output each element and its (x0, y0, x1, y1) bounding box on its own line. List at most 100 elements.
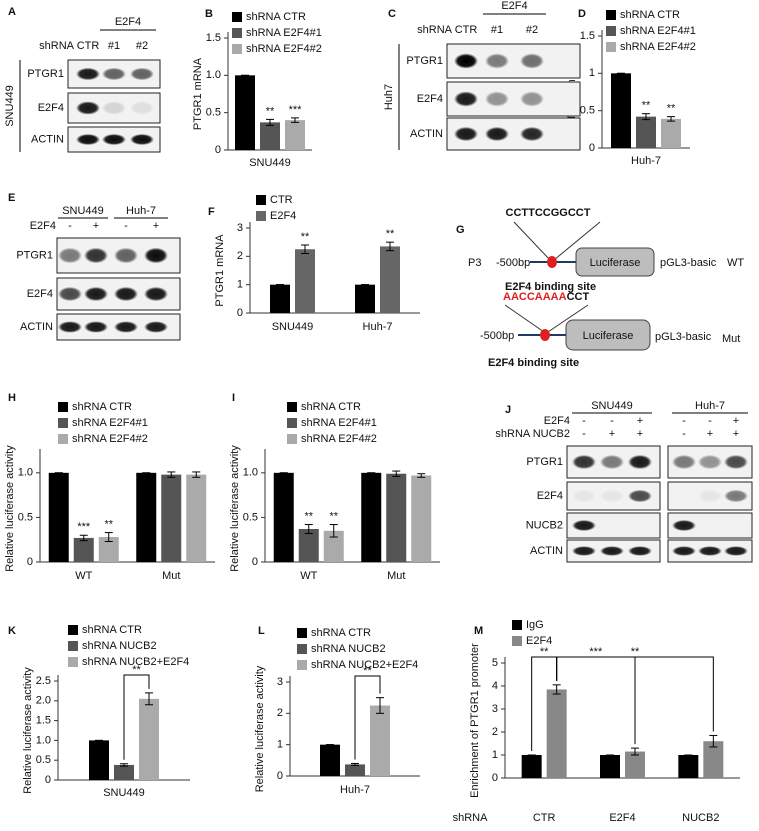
error-bar (79, 534, 88, 542)
significance: ** (631, 646, 640, 658)
legend-swatch (232, 12, 242, 22)
x-axis-label: Huh-7 (631, 155, 661, 167)
band (600, 454, 624, 470)
sign-row-label: E2F4 (544, 415, 570, 427)
bar (361, 472, 382, 562)
bar (386, 473, 407, 562)
band (672, 454, 696, 470)
row-label: ACTIN (20, 321, 53, 333)
y-axis-label: Relative luciferase activity (22, 667, 34, 794)
significance: ** (386, 228, 395, 240)
band (485, 126, 509, 142)
y-tick-label: 0 (237, 307, 243, 319)
y-tick-label: 0 (27, 556, 33, 568)
legend-label: shRNA E2F4#2 (301, 433, 377, 445)
lane-label: #1 (491, 24, 503, 36)
sign: - (124, 220, 128, 232)
band (520, 91, 544, 107)
bar (546, 689, 567, 778)
legend-swatch (58, 434, 68, 444)
error-bar (266, 118, 274, 126)
band (58, 247, 82, 264)
y-axis-label: PTGR1 mRNA (214, 234, 226, 307)
significance: *** (589, 646, 603, 658)
legend-label: E2F4 (526, 635, 552, 647)
panel-letter: K (8, 625, 16, 637)
error-bar (667, 116, 675, 122)
error-bar (104, 532, 113, 542)
bar (161, 474, 182, 562)
band (76, 133, 100, 146)
x-axis-label: SNU449 (103, 787, 145, 799)
legend-label: shRNA E2F4#2 (620, 41, 696, 53)
x-axis-label: shRNA (453, 812, 489, 824)
y-tick-label: 0 (277, 770, 283, 782)
band (114, 286, 138, 302)
sign: + (609, 428, 615, 440)
legend-label: IgG (526, 619, 544, 631)
gene: Luciferase (590, 257, 641, 269)
significance: *** (289, 104, 303, 116)
cell-label: Huh7 (383, 84, 395, 110)
sign: - (582, 428, 586, 440)
bar (273, 472, 294, 562)
header: shRNA (417, 24, 453, 36)
significance: ** (540, 646, 549, 658)
group-label: E2F4 (501, 0, 527, 12)
band (130, 67, 154, 81)
legend-swatch (68, 625, 78, 635)
bar (270, 284, 290, 313)
sequence: CCTTCCGGCCT (506, 207, 591, 219)
error-bar (417, 473, 426, 478)
y-tick-label: 1 (492, 749, 498, 761)
sign: - (682, 415, 686, 427)
group-label: E2F4 (115, 16, 141, 28)
binding-site (547, 256, 557, 268)
sign: + (93, 220, 99, 232)
error-bar (304, 524, 313, 534)
band (724, 454, 748, 470)
vector: pGL3-basic (655, 331, 712, 343)
band (130, 101, 154, 115)
band (572, 519, 596, 532)
significance: ** (301, 231, 310, 243)
gene: Luciferase (583, 330, 634, 342)
y-tick-label: 0.5 (206, 107, 221, 119)
sign-row-label: E2F4 (30, 220, 56, 232)
y-tick-label: 2 (277, 707, 283, 719)
significance: *** (77, 521, 91, 533)
panel-letter: M (474, 625, 483, 637)
bar (370, 705, 390, 776)
row-label: ACTIN (410, 128, 443, 140)
bar (625, 751, 645, 778)
y-tick-label: 0.5 (243, 511, 258, 523)
panel-letter: G (456, 224, 465, 236)
y-tick-label: 2.5 (36, 675, 51, 687)
y-tick-label: 3 (492, 703, 498, 715)
sign: - (610, 415, 614, 427)
band (520, 53, 544, 69)
western-blot: C PTGR1 E2F4 ACTIN shRNA CTR #1 #2 E2F4 Huh7 (383, 0, 581, 151)
legend-swatch (287, 418, 297, 428)
legend-swatch (256, 195, 266, 205)
y-tick-label: 2 (492, 726, 498, 738)
y-tick-label: 3 (237, 222, 243, 234)
bracket (354, 675, 381, 760)
x-tick-label: Mut (162, 570, 180, 582)
x-tick-label: E2F4 (609, 812, 635, 824)
legend-swatch (606, 42, 616, 52)
row-label: E2F4 (417, 93, 443, 105)
band (572, 454, 596, 470)
y-tick-label: 1.0 (36, 734, 51, 746)
band (102, 67, 126, 81)
band (144, 286, 168, 302)
legend-swatch (58, 418, 68, 428)
sign: - (582, 415, 586, 427)
bar (235, 75, 255, 150)
bar (89, 740, 109, 780)
binding-site (540, 329, 550, 341)
band (144, 321, 168, 333)
x-tick-label: CTR (533, 812, 556, 824)
